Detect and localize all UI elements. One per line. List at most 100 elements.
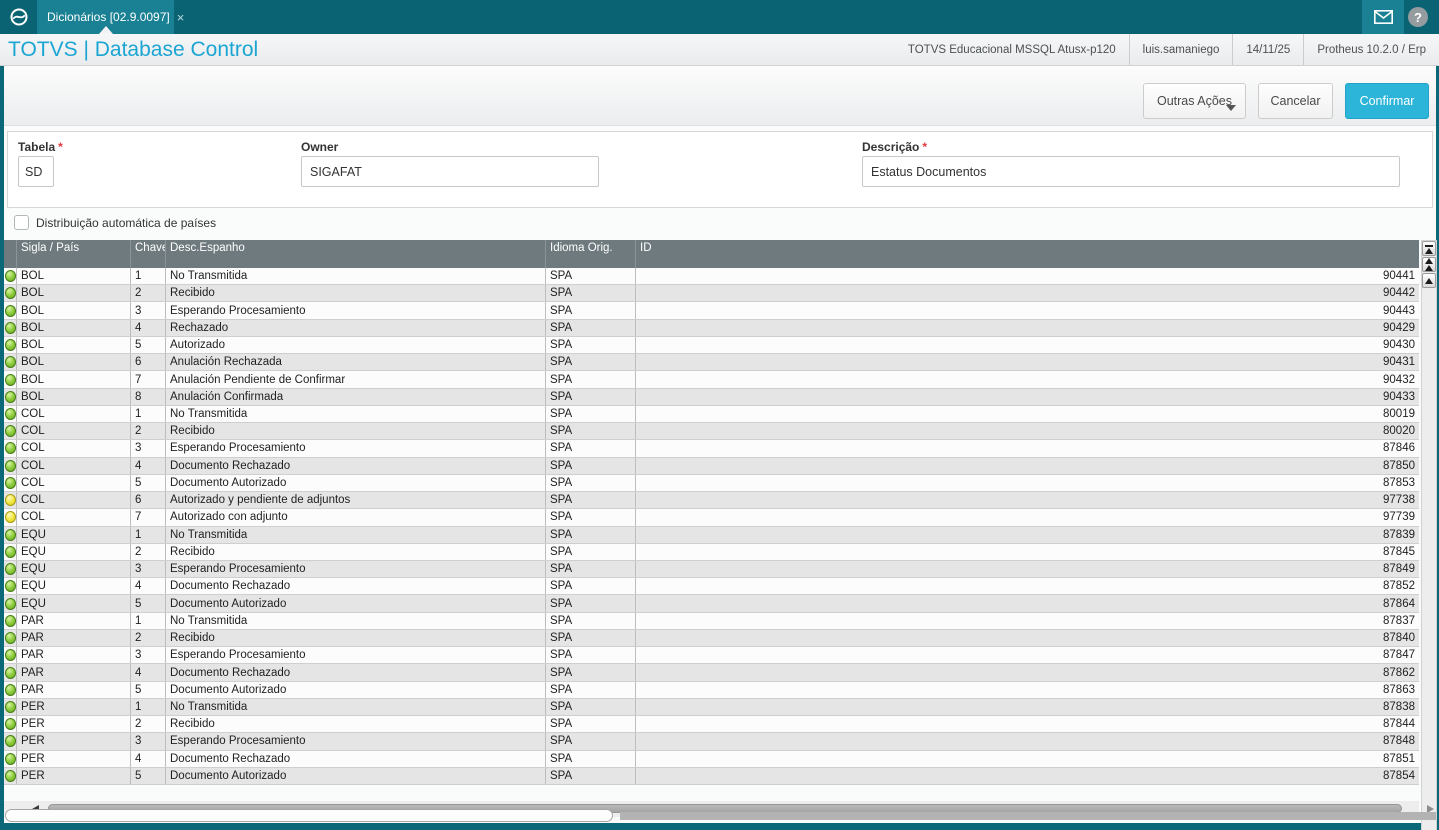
cell-chave: 1: [131, 405, 166, 423]
cell-desc-espanho: Documento Rechazado: [166, 664, 546, 681]
grid-header-desc[interactable]: Desc.Espanho: [166, 240, 546, 268]
descricao-field[interactable]: [862, 156, 1400, 187]
tab-close-icon[interactable]: ×: [176, 9, 185, 25]
required-marker: *: [58, 140, 63, 154]
cell-desc-espanho: Documento Rechazado: [166, 457, 546, 474]
table-row[interactable]: PER 5 Documento Autorizado SPA 87854: [4, 767, 1419, 786]
table-row[interactable]: BOL 7 Anulación Pendiente de Confirmar S…: [4, 371, 1419, 389]
table-row[interactable]: PER 1 No Transmitida SPA 87838: [4, 698, 1419, 717]
table-row[interactable]: PAR 4 Documento Rechazado SPA 87862: [4, 664, 1419, 682]
table-row[interactable]: PAR 5 Documento Autorizado SPA 87863: [4, 681, 1419, 699]
window-scrollbar-thumb[interactable]: [5, 809, 613, 822]
cell-desc-espanho: Autorizado: [166, 336, 546, 354]
window-scrollbar[interactable]: [4, 808, 1436, 823]
scroll-right-icon[interactable]: [1427, 805, 1434, 813]
status-cell: [4, 371, 17, 388]
table-row[interactable]: BOL 6 Anulación Rechazada SPA 90431: [4, 354, 1419, 372]
status-cell: [4, 509, 17, 526]
cell-idioma-orig: SPA: [546, 440, 636, 457]
table-row[interactable]: PER 3 Esperando Procesamiento SPA 87848: [4, 733, 1419, 751]
table-row[interactable]: BOL 8 Anulación Confirmada SPA 90433: [4, 388, 1419, 406]
grid-header-status: [4, 240, 17, 268]
active-tab-pointer: [99, 26, 113, 34]
cell-sigla-pais: BOL: [17, 319, 131, 336]
grid-header-chave[interactable]: Chave: [131, 240, 166, 268]
descricao-label-text: Descrição: [862, 140, 920, 154]
mail-button[interactable]: [1362, 0, 1404, 34]
window-frame-left: [0, 66, 4, 830]
cancel-button[interactable]: Cancelar: [1258, 83, 1333, 119]
tabela-field[interactable]: [18, 156, 54, 187]
status-cell: [4, 388, 17, 405]
table-row[interactable]: COL 5 Documento Autorizado SPA 87853: [4, 474, 1419, 493]
table-row[interactable]: BOL 2 Recibido SPA 90442: [4, 285, 1419, 303]
cell-desc-espanho: No Transmitida: [166, 268, 546, 285]
table-row[interactable]: COL 4 Documento Rechazado SPA 87850: [4, 457, 1419, 475]
status-icon: [5, 356, 16, 369]
table-row[interactable]: COL 1 No Transmitida SPA 80019: [4, 405, 1419, 424]
grid-header-sigla[interactable]: Sigla / País: [17, 240, 131, 268]
status-cell: [4, 716, 17, 733]
cell-idioma-orig: SPA: [546, 664, 636, 681]
table-row[interactable]: EQU 2 Recibido SPA 87845: [4, 543, 1419, 561]
window-scrollbar-track[interactable]: [620, 812, 1436, 820]
scroll-pageup-button[interactable]: [1422, 257, 1436, 272]
cell-desc-espanho: Esperando Procesamiento: [166, 560, 546, 578]
table-row[interactable]: BOL 1 No Transmitida SPA 90441: [4, 268, 1419, 286]
confirm-button[interactable]: Confirmar: [1345, 83, 1429, 119]
cell-sigla-pais: EQU: [17, 526, 131, 543]
cell-idioma-orig: SPA: [546, 733, 636, 750]
table-row[interactable]: PER 4 Documento Rechazado SPA 87851: [4, 750, 1419, 768]
cell-idioma-orig: SPA: [546, 474, 636, 492]
cell-id: 90430: [1383, 339, 1415, 352]
help-button[interactable]: ?: [1408, 7, 1428, 27]
scroll-first-button[interactable]: [1422, 241, 1436, 256]
table-row[interactable]: BOL 4 Rechazado SPA 90429: [4, 319, 1419, 337]
totvs-logo-icon[interactable]: [0, 0, 37, 34]
table-row[interactable]: COL 2 Recibido SPA 80020: [4, 423, 1419, 441]
scroll-up-button[interactable]: [1422, 273, 1436, 288]
grid-header-id[interactable]: ID: [640, 242, 652, 254]
table-row[interactable]: EQU 4 Documento Rechazado SPA 87852: [4, 578, 1419, 596]
cell-sigla-pais: PER: [17, 750, 131, 767]
other-actions-button[interactable]: Outras Ações: [1143, 83, 1246, 119]
cell-id: 87851: [1383, 752, 1415, 765]
cell-chave: 3: [131, 302, 166, 319]
table-row[interactable]: PAR 2 Recibido SPA 87840: [4, 629, 1419, 648]
toolbar: Outras Ações Cancelar Confirmar: [4, 66, 1436, 126]
cell-sigla-pais: BOL: [17, 336, 131, 354]
table-row[interactable]: PER 2 Recibido SPA 87844: [4, 716, 1419, 734]
cell-desc-espanho: Esperando Procesamiento: [166, 733, 546, 750]
table-row[interactable]: BOL 5 Autorizado SPA 90430: [4, 336, 1419, 355]
cell-id: 90431: [1383, 356, 1415, 369]
table-row[interactable]: COL 6 Autorizado y pendiente de adjuntos…: [4, 492, 1419, 510]
cell-idioma-orig: SPA: [546, 681, 636, 698]
auto-distribution-checkbox[interactable]: [14, 215, 29, 230]
auto-distribution-checkbox-row: Distribuição automática de países: [14, 215, 216, 230]
cell-desc-espanho: No Transmitida: [166, 698, 546, 716]
other-actions-label: Outras Ações: [1156, 94, 1233, 108]
cell-desc-espanho: Documento Autorizado: [166, 595, 546, 612]
cell-desc-espanho: Documento Autorizado: [166, 474, 546, 492]
env-version: Protheus 10.2.0 / Erp: [1303, 34, 1439, 65]
table-row[interactable]: COL 7 Autorizado con adjunto SPA 97739: [4, 509, 1419, 527]
vertical-scrollbar[interactable]: [1421, 240, 1437, 830]
table-row[interactable]: EQU 5 Documento Autorizado SPA 87864: [4, 595, 1419, 613]
status-icon: [5, 614, 16, 627]
status-cell: [4, 629, 17, 647]
grid-header-idioma[interactable]: Idioma Orig.: [546, 240, 636, 268]
cell-sigla-pais: EQU: [17, 560, 131, 578]
cell-idioma-orig: SPA: [546, 302, 636, 319]
table-row[interactable]: BOL 3 Esperando Procesamiento SPA 90443: [4, 302, 1419, 320]
owner-field[interactable]: [301, 156, 599, 187]
cell-desc-espanho: Autorizado con adjunto: [166, 509, 546, 526]
table-row[interactable]: PAR 3 Esperando Procesamiento SPA 87847: [4, 647, 1419, 665]
cell-idioma-orig: SPA: [546, 354, 636, 371]
table-row[interactable]: PAR 1 No Transmitida SPA 87837: [4, 612, 1419, 630]
cell-idioma-orig: SPA: [546, 560, 636, 578]
table-row[interactable]: COL 3 Esperando Procesamiento SPA 87846: [4, 440, 1419, 458]
table-row[interactable]: EQU 3 Esperando Procesamiento SPA 87849: [4, 560, 1419, 579]
cell-idioma-orig: SPA: [546, 336, 636, 354]
cell-id: 90443: [1383, 304, 1415, 317]
table-row[interactable]: EQU 1 No Transmitida SPA 87839: [4, 526, 1419, 544]
